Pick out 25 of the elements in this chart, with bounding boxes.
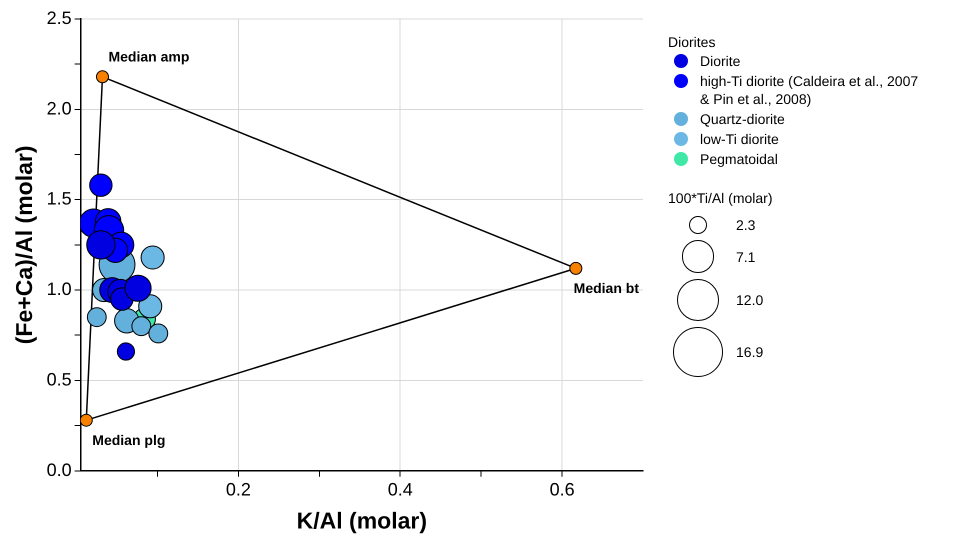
- legend-label: Pegmatoidal: [700, 150, 779, 168]
- legend-label: 2.3: [736, 217, 756, 234]
- y-tick-label: 2.5: [46, 8, 72, 28]
- annotation: Median amp: [108, 48, 190, 65]
- y-tick-label: 1.0: [46, 279, 72, 300]
- legend-label: Diorite: [700, 52, 742, 70]
- legend-label: 12.0: [736, 292, 764, 308]
- y-tick-label: 0.5: [46, 369, 72, 390]
- y-axis-title: (Fe+Ca)/Al (molar): [11, 146, 38, 344]
- annotation: Median bt: [574, 280, 640, 296]
- legend-label: low-Ti diorite: [700, 130, 780, 148]
- text: 100*Ti/Al (molar): [668, 190, 774, 206]
- y-tick-label: 0.0: [46, 460, 72, 480]
- annotation: Median plg: [92, 432, 166, 448]
- x-tick-label: 0.2: [226, 480, 251, 500]
- x-axis-title: K/Al (molar): [296, 508, 427, 534]
- legend-title: Diorites: [668, 34, 716, 50]
- legend-label: high-Ti diorite (Caldeira et al., 2007 & Pin et al., 2008): [700, 72, 920, 108]
- y-tick-label: 1.5: [46, 188, 72, 209]
- legend-label: 7.1: [736, 248, 756, 265]
- y-tick-label: 2.0: [46, 98, 72, 118]
- x-tick-label: 0.4: [388, 480, 413, 500]
- legend-label: 16.9: [736, 344, 764, 360]
- legend-label: Quartz-diorite: [700, 110, 786, 128]
- x-tick-label: 0.6: [550, 480, 575, 500]
